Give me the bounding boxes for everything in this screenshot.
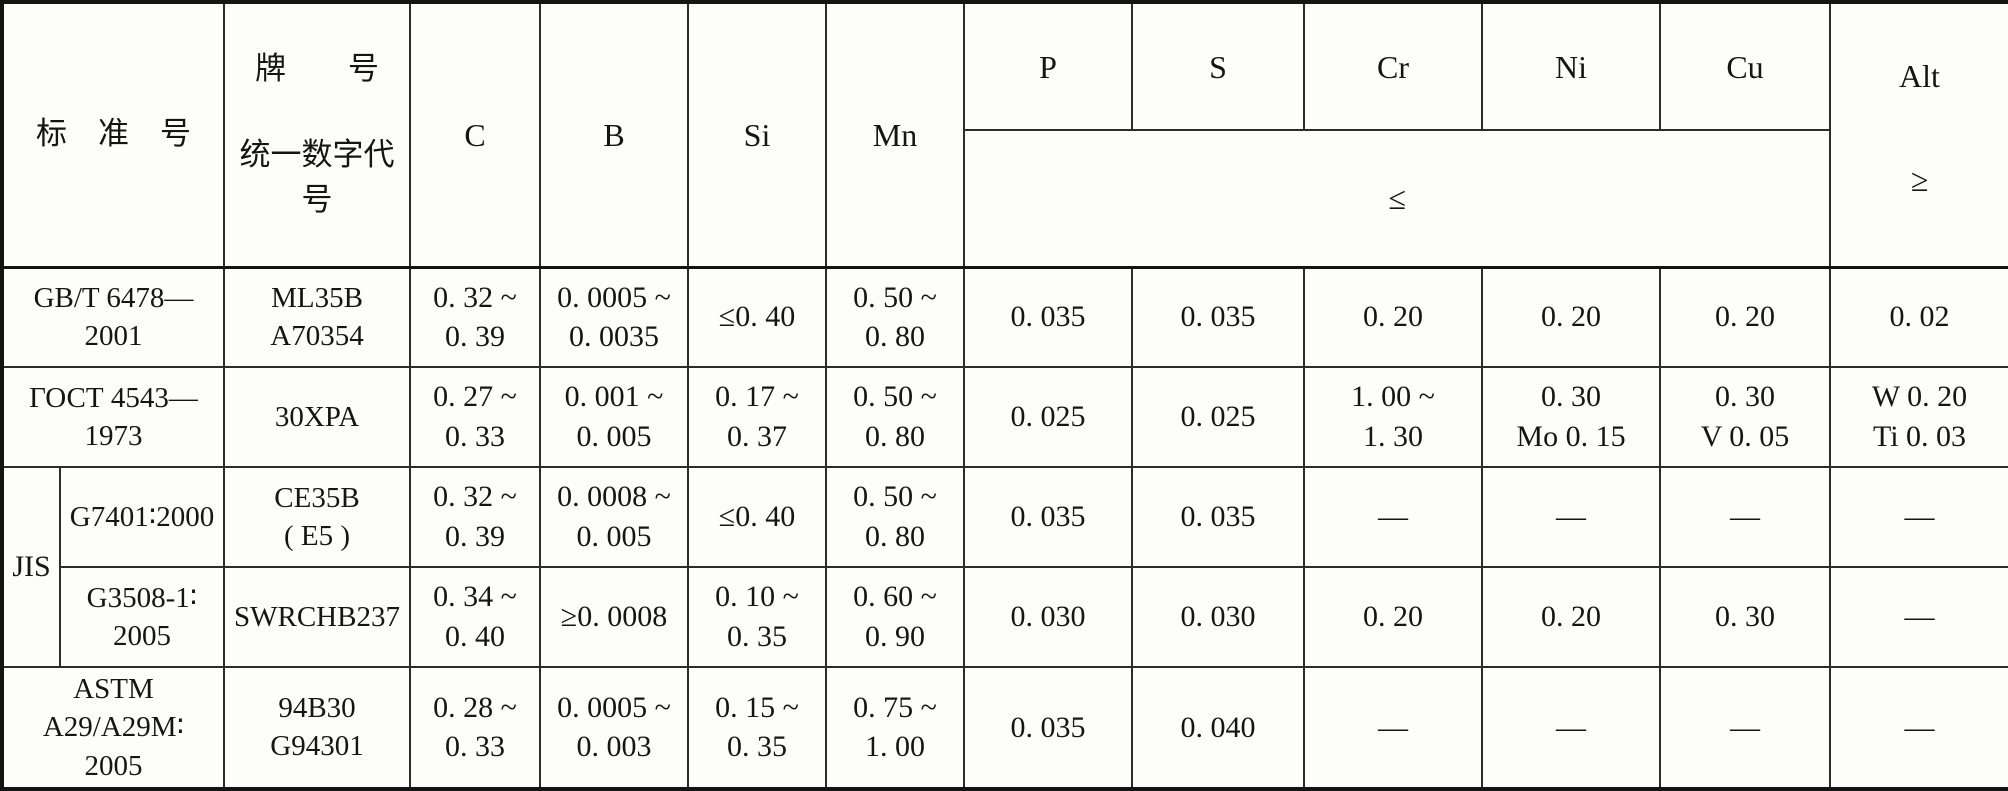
- cell-jis2-alt: —: [1829, 566, 2008, 669]
- cell-gbt-c: 0. 32 ~ 0. 39: [409, 266, 541, 369]
- cell-jis1-c: 0. 32 ~ 0. 39: [409, 466, 541, 569]
- cell-jis1-mn: 0. 50 ~ 0. 80: [825, 466, 965, 569]
- cell-gost-si: 0. 17 ~ 0. 37: [687, 366, 827, 469]
- cell-jis1-b: 0. 0008 ~ 0. 005: [539, 466, 689, 569]
- cell-astm-b: 0. 0005 ~ 0. 003: [539, 666, 689, 790]
- cell-gost-cr: 1. 00 ~ 1. 30: [1303, 366, 1483, 469]
- cell-gbt-cu: 0. 20: [1659, 266, 1831, 369]
- cell-astm-si: 0. 15 ~ 0. 35: [687, 666, 827, 790]
- cell-jis2-ni: 0. 20: [1481, 566, 1661, 669]
- grade-label-line2: 统一数字代号: [239, 136, 395, 217]
- cell-jis1-cr: —: [1303, 466, 1483, 569]
- cell-gost-c: 0. 27 ~ 0. 33: [409, 366, 541, 469]
- column-header-standard: 标 准 号: [1, 0, 225, 269]
- column-header-alt: Alt ≥: [1829, 0, 2008, 269]
- cell-astm-alt: —: [1829, 666, 2008, 790]
- cell-astm-cu: —: [1659, 666, 1831, 790]
- cell-jis2-mn: 0. 60 ~ 0. 90: [825, 566, 965, 669]
- cell-astm-cr: —: [1303, 666, 1483, 790]
- cell-jis1-alt: —: [1829, 466, 2008, 569]
- cell-jis2-cu: 0. 30: [1659, 566, 1831, 669]
- cell-gost-standard: ГОСТ 4543—1973: [1, 366, 225, 469]
- alt-label: Alt: [1899, 58, 1940, 95]
- cell-jis2-b: ≥0. 0008: [539, 566, 689, 669]
- cell-jis1-si: ≤0. 40: [687, 466, 827, 569]
- cell-gost-cu: 0. 30 V 0. 05: [1659, 366, 1831, 469]
- cell-jis1-cu: —: [1659, 466, 1831, 569]
- cell-astm-ni: —: [1481, 666, 1661, 790]
- column-header-cr: Cr: [1303, 0, 1483, 132]
- column-header-c: C: [409, 0, 541, 269]
- cell-jis2-standard: G3508-1∶ 2005: [59, 566, 225, 669]
- cell-gbt-standard: GB/T 6478—2001: [1, 266, 225, 369]
- table-row-astm: ASTM A29/A29M∶ 2005 94B30 G94301 0. 28 ~…: [1, 666, 2008, 790]
- cell-astm-c: 0. 28 ~ 0. 33: [409, 666, 541, 790]
- max-limit-symbol: ≤: [963, 129, 1831, 269]
- cell-gbt-alt: 0. 02: [1829, 266, 2008, 369]
- cell-jis2-p: 0. 030: [963, 566, 1133, 669]
- cell-astm-grade: 94B30 G94301: [223, 666, 411, 790]
- cell-gost-p: 0. 025: [963, 366, 1133, 469]
- cell-jis2-s: 0. 030: [1131, 566, 1305, 669]
- cell-astm-mn: 0. 75 ~ 1. 00: [825, 666, 965, 790]
- cell-gbt-mn: 0. 50 ~ 0. 80: [825, 266, 965, 369]
- table-row-jis1: JIS G7401∶2000 CE35B ( E5 ) 0. 32 ~ 0. 3…: [1, 466, 2008, 669]
- cell-gbt-p: 0. 035: [963, 266, 1133, 369]
- cell-gbt-s: 0. 035: [1131, 266, 1305, 369]
- cell-astm-standard: ASTM A29/A29M∶ 2005: [1, 666, 225, 790]
- cell-jis1-standard: G7401∶2000: [59, 466, 225, 569]
- cell-jis1-s: 0. 035: [1131, 466, 1305, 569]
- table-row-jis2: G3508-1∶ 2005 SWRCHB237 0. 34 ~ 0. 40 ≥0…: [2, 566, 2008, 669]
- cell-gbt-si: ≤0. 40: [687, 266, 827, 369]
- column-header-cu: Cu: [1659, 0, 1831, 132]
- cell-jis1-ni: —: [1481, 466, 1661, 569]
- grade-label-line1: 牌 号: [255, 50, 379, 86]
- cell-gost-b: 0. 001 ~ 0. 005: [539, 366, 689, 469]
- cell-jis2-grade: SWRCHB237: [223, 566, 411, 669]
- cell-jis1-grade: CE35B ( E5 ): [223, 466, 411, 569]
- cell-jis2-c: 0. 34 ~ 0. 40: [409, 566, 541, 669]
- column-header-s: S: [1131, 0, 1305, 132]
- cell-jis2-si: 0. 10 ~ 0. 35: [687, 566, 827, 669]
- cell-gost-grade: 30XPA: [223, 366, 411, 469]
- cell-gbt-b: 0. 0005 ~ 0. 0035: [539, 266, 689, 369]
- cell-jis1-p: 0. 035: [963, 466, 1133, 569]
- cell-gost-s: 0. 025: [1131, 366, 1305, 469]
- min-limit-symbol: ≥: [1910, 162, 1929, 199]
- cell-gost-ni: 0. 30 Mo 0. 15: [1481, 366, 1661, 469]
- column-header-p: P: [963, 0, 1133, 132]
- column-header-mn: Mn: [825, 0, 965, 269]
- cell-jis2-cr: 0. 20: [1303, 566, 1483, 669]
- cell-gost-alt: W 0. 20 Ti 0. 03: [1829, 366, 2008, 469]
- column-header-ni: Ni: [1481, 0, 1661, 132]
- table-row-gbt: GB/T 6478—2001 ML35B A70354 0. 32 ~ 0. 3…: [1, 266, 2008, 369]
- cell-astm-p: 0. 035: [963, 666, 1133, 790]
- cell-astm-s: 0. 040: [1131, 666, 1305, 790]
- cell-gbt-grade: ML35B A70354: [223, 266, 411, 369]
- jis-group-label: JIS: [1, 466, 61, 669]
- column-header-b: B: [539, 0, 689, 269]
- column-header-grade: 牌 号 统一数字代号: [223, 0, 411, 269]
- cell-gost-mn: 0. 50 ~ 0. 80: [825, 366, 965, 469]
- cell-gbt-cr: 0. 20: [1303, 266, 1483, 369]
- cell-gbt-ni: 0. 20: [1481, 266, 1661, 369]
- table-row-gost: ГОСТ 4543—1973 30XPA 0. 27 ~ 0. 33 0. 00…: [1, 366, 2008, 469]
- column-header-si: Si: [687, 0, 827, 269]
